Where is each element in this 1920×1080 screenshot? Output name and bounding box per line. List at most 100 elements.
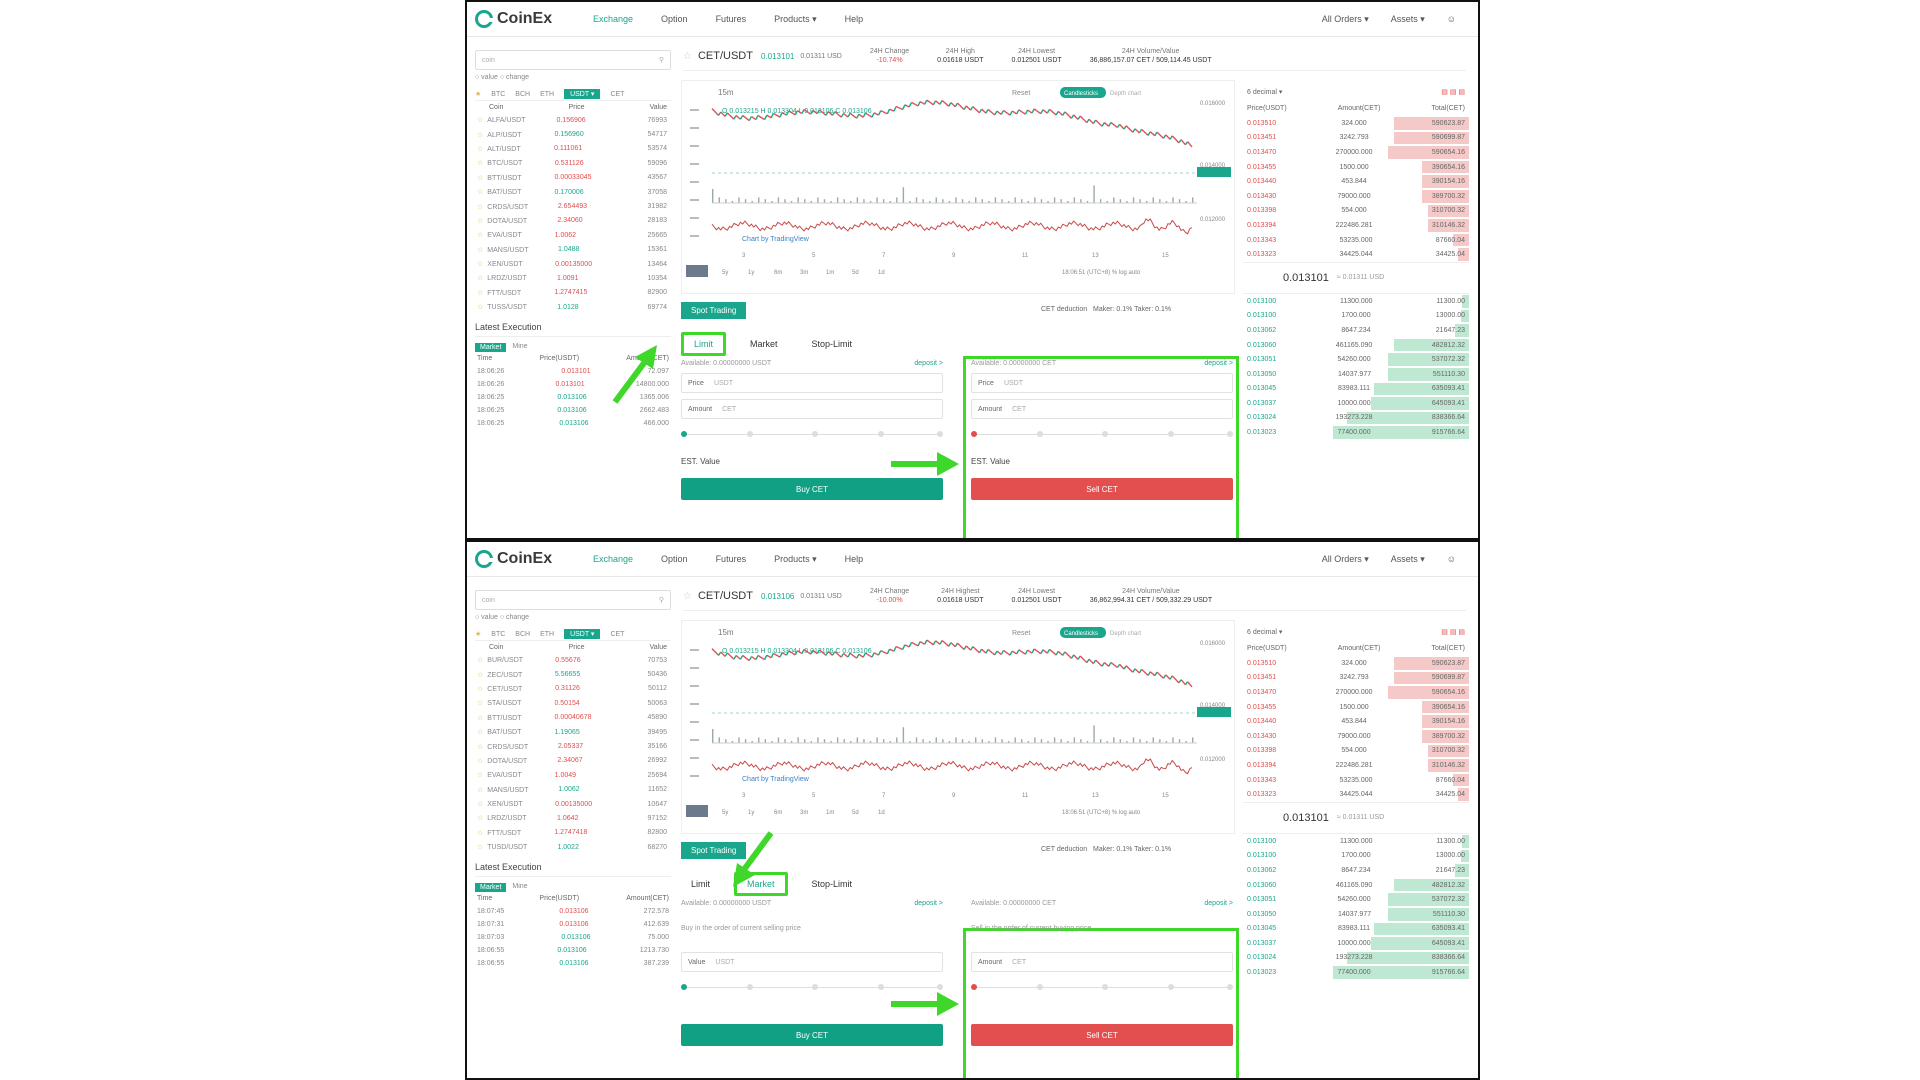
star-icon[interactable]: ☆ [477,304,484,312]
book-view-icons[interactable]: ▤ ▤ ▤ [1441,89,1465,96]
star-icon[interactable]: ☆ [477,772,484,780]
coin-row[interactable]: ☆ FTT/USDT 1.2747418 82800 [475,826,671,840]
user-icon[interactable]: ☺ [1446,14,1456,24]
range-button[interactable]: 1y [748,270,754,276]
coin-search-input[interactable]: coin ⚲ [475,590,671,610]
ask-row[interactable]: 0.013470 270000.000 590654.16 [1243,685,1469,700]
buy-percent-slider[interactable] [681,429,943,445]
ask-row[interactable]: 0.013451 3242.793 590699.87 [1243,131,1469,146]
tab-market[interactable]: Market [734,872,788,896]
ask-row[interactable]: 0.013394 222486.281 310146.32 [1243,218,1469,233]
ask-row[interactable]: 0.013470 270000.000 590654.16 [1243,145,1469,160]
nav-products[interactable]: Products ▾ [774,13,817,24]
nav-help[interactable]: Help [844,554,864,564]
bid-row[interactable]: 0.013060 461165.090 482812.32 [1243,878,1469,893]
coin-row[interactable]: ☆ ALT/USDT 0.111061 53574 [475,142,671,156]
sell-cet-button[interactable]: Sell CET [971,1024,1233,1046]
book-view-icons[interactable]: ▤ ▤ ▤ [1441,629,1465,636]
star-icon[interactable]: ☆ [477,729,484,737]
bid-row[interactable]: 0.013051 54260.000 537072.32 [1243,352,1469,367]
depth-chart-button[interactable]: Depth chart [1110,631,1141,637]
nav-help[interactable]: Help [844,14,864,24]
reset-button[interactable]: Reset [1012,630,1030,637]
depth-chart-button[interactable]: Depth chart [1110,91,1141,97]
ask-row[interactable]: 0.013323 34425.044 34425.04 [1243,787,1469,802]
tab-mine-exec[interactable]: Mine [512,883,528,891]
tab-stop-limit[interactable]: Stop-Limit [811,339,853,349]
tab-favorites[interactable]: ★ [475,91,482,98]
spot-trading-tab[interactable]: Spot Trading [681,302,747,319]
tab-usdt[interactable]: USDT ▾ [564,629,601,639]
favorite-star-icon[interactable]: ☆ [683,50,692,62]
decimal-select[interactable]: 6 decimal ▾ [1247,629,1283,636]
tab-cet[interactable]: CET [610,90,625,98]
reset-button[interactable]: Reset [1012,90,1030,97]
sell-deposit-link[interactable]: deposit > [1204,360,1233,367]
coin-row[interactable]: ☆ LRDZ/USDT 1.0642 97152 [475,811,671,825]
tab-market-exec[interactable]: Market [475,343,507,353]
star-icon[interactable]: ☆ [477,203,484,211]
coin-row[interactable]: ☆ CRDS/USDT 2.654493 31982 [475,199,671,213]
tab-market[interactable]: Market [750,339,778,349]
ask-row[interactable]: 0.013430 79000.000 389700.32 [1243,729,1469,744]
star-icon[interactable]: ☆ [477,829,484,837]
bid-row[interactable]: 0.013024 193273.228 838366.64 [1243,411,1469,426]
coin-row[interactable]: ☆ BAT/USDT 0.170006 37058 [475,185,671,199]
star-icon[interactable]: ☆ [477,743,484,751]
nav-option[interactable]: Option [661,554,688,564]
star-icon[interactable]: ☆ [477,232,484,240]
sell-amount-input[interactable]: Amount CET [971,952,1233,972]
buy-deposit-link[interactable]: deposit > [914,360,943,367]
tab-eth[interactable]: ETH [540,90,555,98]
nav-products[interactable]: Products ▾ [774,553,817,564]
tab-eth[interactable]: ETH [540,630,555,638]
tab-limit[interactable]: Limit [681,332,727,356]
ask-row[interactable]: 0.013455 1500.000 390654.16 [1243,160,1469,175]
candlesticks-button[interactable]: Candlesticks [1064,91,1098,97]
star-icon[interactable]: ☆ [477,657,484,665]
coin-row[interactable]: ☆ BTC/USDT 0.531126 59096 [475,156,671,170]
bid-row[interactable]: 0.013050 14037.977 551110.30 [1243,367,1469,382]
sell-amount-input[interactable]: Amount CET [971,399,1233,419]
bid-row[interactable]: 0.013050 14037.977 551110.30 [1243,907,1469,922]
tab-btc[interactable]: BTC [491,630,506,638]
ask-row[interactable]: 0.013430 79000.000 389700.32 [1243,189,1469,204]
star-icon[interactable]: ☆ [477,714,484,722]
buy-deposit-link[interactable]: deposit > [914,900,943,907]
ask-row[interactable]: 0.013510 324.000 590623.87 [1243,656,1469,671]
range-button[interactable]: 5d [852,810,859,816]
bid-row[interactable]: 0.013037 10000.000 645093.41 [1243,396,1469,411]
buy-percent-slider[interactable] [681,982,943,998]
sort-radios[interactable]: ○ value ○ change [475,614,529,621]
ask-row[interactable]: 0.013398 554.000 310700.32 [1243,744,1469,759]
tab-limit[interactable]: Limit [691,879,711,889]
tab-market-exec[interactable]: Market [475,883,507,893]
coin-row[interactable]: ☆ ALFA/USDT 0.156906 76993 [475,113,671,127]
coin-row[interactable]: ☆ BAT/USDT 1.19065 39495 [475,725,671,739]
bid-row[interactable]: 0.013060 461165.090 482812.32 [1243,338,1469,353]
buy-amount-input[interactable]: Amount CET [681,399,943,419]
range-button[interactable]: 5y [722,270,728,276]
tab-bch[interactable]: BCH [515,90,531,98]
ask-row[interactable]: 0.013440 453.844 390154.16 [1243,714,1469,729]
sell-cet-button[interactable]: Sell CET [971,478,1233,500]
coin-row[interactable]: ☆ DOTA/USDT 2.34060 28183 [475,214,671,228]
star-icon[interactable]: ☆ [477,685,484,693]
ask-row[interactable]: 0.013440 453.844 390154.16 [1243,174,1469,189]
sell-deposit-link[interactable]: deposit > [1204,900,1233,907]
bid-row[interactable]: 0.013100 1700.000 13000.00 [1243,849,1469,864]
coin-row[interactable]: ☆ EVA/USDT 1.0049 25694 [475,768,671,782]
ask-row[interactable]: 0.013451 3242.793 590699.87 [1243,671,1469,686]
coin-row[interactable]: ☆ XEN/USDT 0.00135000 13464 [475,257,671,271]
coin-row[interactable]: ☆ XEN/USDT 0.00135000 10647 [475,797,671,811]
sell-percent-slider[interactable] [971,982,1233,998]
star-icon[interactable]: ☆ [477,246,484,254]
coin-row[interactable]: ☆ MANS/USDT 1.0488 15361 [475,243,671,257]
bid-row[interactable]: 0.013037 10000.000 645093.41 [1243,936,1469,951]
coinex-logo[interactable]: CoinEx [475,10,593,28]
star-icon[interactable]: ☆ [477,275,484,283]
coin-row[interactable]: ☆ BUR/USDT 0.55676 70753 [475,653,671,667]
star-icon[interactable]: ☆ [477,786,484,794]
range-button[interactable]: 6m [774,270,782,276]
